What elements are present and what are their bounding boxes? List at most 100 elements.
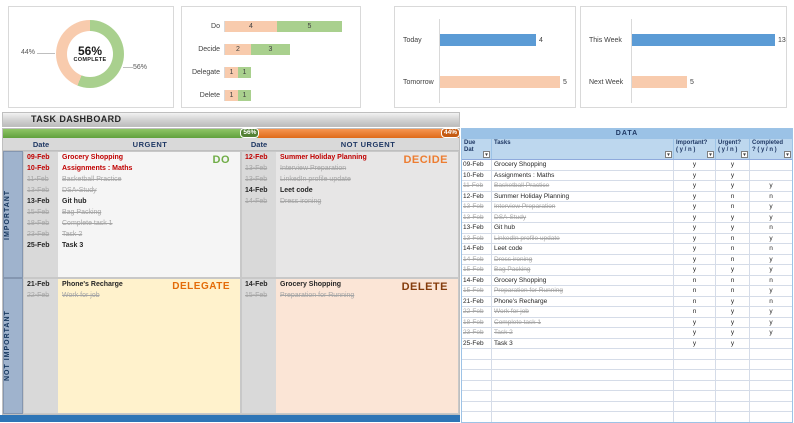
cell-completed[interactable] (750, 339, 792, 349)
cell-task[interactable]: Git hub (492, 223, 674, 233)
cell-completed[interactable]: n (769, 192, 773, 200)
cell-completed[interactable] (750, 160, 792, 170)
cell-due-date[interactable] (462, 391, 492, 401)
cell-completed[interactable]: y (769, 255, 773, 263)
cell-important[interactable]: n (674, 286, 716, 296)
cell-due-date[interactable]: 10-Feb (462, 170, 492, 180)
cell-urgent[interactable]: y (716, 328, 750, 338)
cell-completed[interactable]: n (769, 245, 773, 252)
cell-task[interactable]: Work for job (492, 307, 674, 317)
cell-due-date[interactable]: 14-Feb (462, 275, 492, 285)
cell-important[interactable]: n (674, 307, 716, 317)
cell-due-date[interactable] (462, 349, 492, 359)
cell-urgent[interactable]: y (716, 223, 750, 233)
cell-important[interactable]: y (674, 223, 716, 233)
filter-dropdown-icon[interactable]: ▾ (741, 151, 748, 158)
cell-urgent[interactable]: n (716, 244, 750, 254)
cell-task[interactable]: Assignments : Maths (492, 170, 674, 180)
cell-important[interactable]: y (674, 233, 716, 243)
cell-due-date[interactable]: 09-Feb (462, 160, 492, 170)
cell-important[interactable]: y (674, 317, 716, 327)
cell-due-date[interactable]: 12-Feb (462, 191, 492, 201)
cell-task[interactable]: Dress ironing (492, 254, 674, 264)
cell-task[interactable]: Task 2 (492, 328, 674, 338)
cell-due-date[interactable]: 13-Feb (462, 212, 492, 222)
cell-due-date[interactable]: 13-Feb (462, 202, 492, 212)
cell-completed[interactable]: y (769, 234, 773, 242)
cell-completed[interactable]: y (769, 287, 773, 294)
filter-dropdown-icon[interactable]: ▾ (665, 151, 672, 158)
cell-due-date[interactable] (462, 412, 492, 422)
cell-due-date[interactable]: 13-Feb (462, 223, 492, 233)
cell-urgent[interactable]: n (716, 275, 750, 285)
filter-dropdown-icon[interactable]: ▾ (483, 151, 490, 158)
cell-completed[interactable]: n (769, 224, 773, 231)
cell-important[interactable]: y (674, 338, 716, 348)
cell-completed[interactable] (750, 381, 792, 391)
cell-urgent[interactable]: y (716, 212, 750, 222)
cell-important[interactable] (674, 359, 716, 369)
cell-due-date[interactable]: 25-Feb (462, 338, 492, 348)
cell-important[interactable] (674, 349, 716, 359)
cell-completed[interactable]: y (769, 203, 773, 210)
cell-urgent[interactable]: n (716, 233, 750, 243)
cell-completed[interactable]: n (769, 297, 773, 305)
cell-task[interactable]: Bag Packing (492, 265, 674, 275)
cell-completed[interactable]: y (769, 213, 773, 221)
cell-task[interactable]: Phone's Recharge (492, 296, 674, 306)
cell-completed[interactable]: y (769, 266, 773, 273)
cell-urgent[interactable]: n (716, 286, 750, 296)
filter-dropdown-icon[interactable]: ▾ (707, 151, 714, 158)
cell-completed[interactable] (750, 412, 792, 422)
cell-task[interactable]: Task 3 (492, 338, 674, 348)
cell-task[interactable] (492, 359, 674, 369)
cell-important[interactable]: n (674, 296, 716, 306)
cell-due-date[interactable]: 11-Feb (462, 181, 492, 191)
cell-important[interactable]: y (674, 202, 716, 212)
cell-task[interactable]: Leet code (492, 244, 674, 254)
cell-due-date[interactable]: 13-Feb (462, 233, 492, 243)
cell-urgent[interactable] (716, 380, 750, 390)
cell-due-date[interactable]: 21-Feb (462, 296, 492, 306)
cell-completed[interactable] (750, 171, 792, 181)
cell-task[interactable]: Interview Preparation (492, 202, 674, 212)
cell-important[interactable] (674, 412, 716, 422)
cell-due-date[interactable]: 18-Feb (462, 317, 492, 327)
cell-important[interactable]: y (674, 265, 716, 275)
filter-dropdown-icon[interactable]: ▾ (784, 151, 791, 158)
cell-completed[interactable]: y (769, 318, 773, 326)
cell-task[interactable]: Complete task 1 (492, 317, 674, 327)
cell-completed[interactable] (750, 402, 792, 412)
cell-important[interactable]: y (674, 170, 716, 180)
cell-due-date[interactable] (462, 370, 492, 380)
cell-due-date[interactable]: 22-Feb (462, 307, 492, 317)
cell-due-date[interactable]: 14-Feb (462, 244, 492, 254)
cell-completed[interactable]: y (769, 329, 773, 336)
cell-important[interactable]: y (674, 244, 716, 254)
cell-important[interactable]: y (674, 212, 716, 222)
cell-completed[interactable]: y (769, 308, 773, 315)
cell-task[interactable]: Basketball Practice (492, 181, 674, 191)
cell-important[interactable] (674, 380, 716, 390)
cell-important[interactable] (674, 391, 716, 401)
cell-urgent[interactable]: y (716, 265, 750, 275)
cell-urgent[interactable]: n (716, 254, 750, 264)
cell-urgent[interactable]: y (716, 317, 750, 327)
cell-due-date[interactable] (462, 380, 492, 390)
cell-task[interactable]: Grocery Shopping (492, 275, 674, 285)
cell-important[interactable]: y (674, 191, 716, 201)
cell-urgent[interactable]: y (716, 170, 750, 180)
cell-task[interactable] (492, 391, 674, 401)
cell-task[interactable]: Summer Holiday Planning (492, 191, 674, 201)
cell-urgent[interactable] (716, 401, 750, 411)
cell-important[interactable] (674, 370, 716, 380)
cell-task[interactable]: Grocery Shopping (492, 160, 674, 170)
cell-completed[interactable] (750, 360, 792, 370)
cell-task[interactable]: LinkedIn profile update (492, 233, 674, 243)
cell-urgent[interactable]: y (716, 181, 750, 191)
cell-urgent[interactable] (716, 370, 750, 380)
cell-urgent[interactable] (716, 359, 750, 369)
cell-completed[interactable]: y (769, 182, 773, 189)
cell-due-date[interactable]: 14-Feb (462, 254, 492, 264)
cell-task[interactable] (492, 370, 674, 380)
